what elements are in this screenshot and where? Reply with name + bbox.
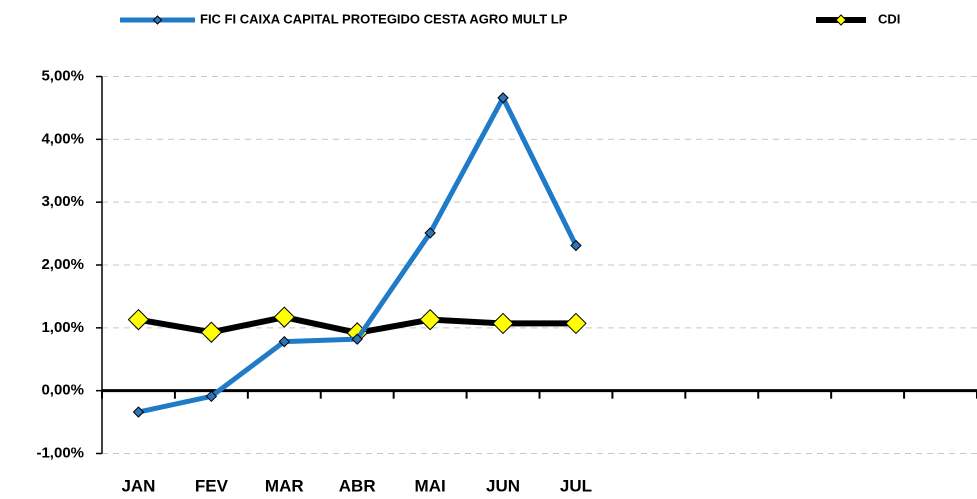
point-marker <box>132 406 145 418</box>
x-tick-label: MAI <box>415 476 446 495</box>
point-marker <box>497 92 509 104</box>
point-marker <box>492 312 514 335</box>
y-tick-label: 2,00% <box>41 256 84 273</box>
legend-marker <box>152 15 163 25</box>
point-marker <box>278 335 290 348</box>
x-tick-label: FEV <box>195 476 229 495</box>
x-tick-label: JUL <box>560 476 592 495</box>
point-marker <box>273 306 295 328</box>
y-tick-label: -1,00% <box>36 444 84 461</box>
y-tick-label: 3,00% <box>41 193 84 210</box>
series-line <box>137 95 579 415</box>
point-marker <box>351 333 363 345</box>
legend-label: FIC FI CAIXA CAPITAL PROTEGIDO CESTA AGR… <box>200 11 568 26</box>
point-marker <box>205 390 218 403</box>
point-marker <box>200 321 223 343</box>
legend-marker <box>835 14 847 26</box>
point-marker <box>565 312 587 335</box>
x-tick-label: MAR <box>265 476 304 495</box>
point-marker <box>127 308 150 331</box>
point-marker <box>424 227 436 239</box>
y-tick-label: 4,00% <box>41 130 84 147</box>
point-marker <box>419 308 441 331</box>
x-tick-label: ABR <box>339 476 376 495</box>
x-tick-label: JAN <box>121 476 155 495</box>
legend-label: CDI <box>878 11 900 26</box>
y-tick-label: 5,00% <box>41 67 84 84</box>
y-tick-label: 1,00% <box>41 319 84 336</box>
x-tick-label: JUN <box>486 476 520 495</box>
point-marker <box>570 239 582 252</box>
y-tick-label: 0,00% <box>41 382 84 399</box>
